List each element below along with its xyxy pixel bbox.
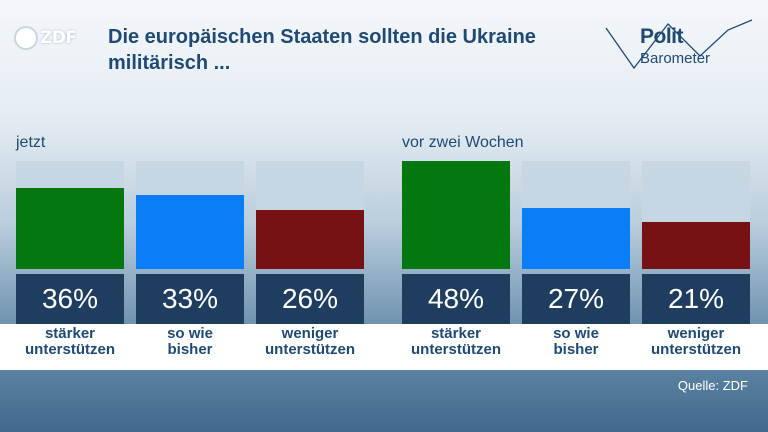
category-label-line: unterstützen [265,341,355,358]
category-label-line: unterstützen [651,341,741,358]
bar-track [256,161,364,269]
zdf-logo: ZDF [14,24,77,52]
data-label: 48% [402,274,510,324]
data-label: 36% [16,274,124,324]
category-label-line: so wie [553,326,599,342]
data-label: 27% [522,274,630,324]
bar-track [16,161,124,269]
bar [522,208,630,269]
category-label-line: weniger [281,326,339,342]
category-label-line: unterstützen [25,341,115,358]
politbarometer-logo: Polit Barometer [604,16,756,78]
category-label-line: bisher [553,341,599,358]
bar [402,161,510,269]
category-label-line: stärker [430,326,482,342]
category-label: weniger unterstützen [642,326,750,370]
bar-track [402,161,510,269]
category-label-line: unterstützen [411,341,501,358]
zdf-logo-circle-icon [14,26,38,50]
category-label-line: so wie [167,326,213,342]
data-label: 21% [642,274,750,324]
category-label-line: bisher [167,341,213,358]
category-label: stärker unterstützen [16,326,124,370]
politbarometer-zigzag-icon [605,19,753,70]
bar [16,188,124,269]
zdf-logo-text: ZDF [40,28,77,48]
brand-line1: Polit [640,25,684,48]
bar [256,210,364,269]
category-label: stärker unterstützen [402,326,510,370]
data-label: 33% [136,274,244,324]
bar-track [642,161,750,269]
category-label: so wie bisher [522,326,630,370]
bar [642,222,750,269]
chart-2-title: vor zwei Wochen [402,134,524,151]
category-label: weniger unterstützen [256,326,364,370]
source-note: Quelle: ZDF [677,378,748,393]
category-label-line: weniger [667,326,725,342]
brand-line2: Barometer [640,50,711,67]
bar [136,195,244,269]
chart-title: Die europäischen Staaten sollten die Ukr… [108,26,536,74]
category-strip [0,324,768,370]
category-label: so wie bisher [136,326,244,370]
bar-track [522,161,630,269]
data-label: 26% [256,274,364,324]
chart-1-title: jetzt [16,134,46,151]
category-label-line: stärker [44,326,96,342]
bar-track [136,161,244,269]
